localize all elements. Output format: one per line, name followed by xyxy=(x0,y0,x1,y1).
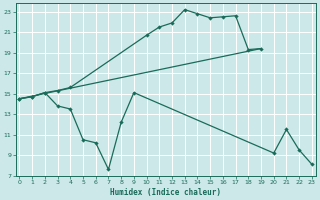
X-axis label: Humidex (Indice chaleur): Humidex (Indice chaleur) xyxy=(110,188,221,197)
